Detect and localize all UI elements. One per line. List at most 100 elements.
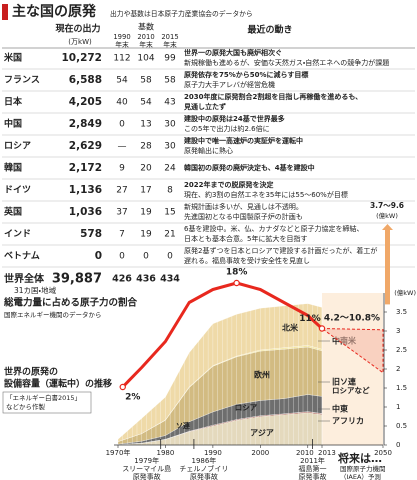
recent-move: 建設中の原発は24基で世界最多 bbox=[183, 114, 285, 123]
share-label: 18% bbox=[226, 268, 248, 278]
area-label: ソ連 bbox=[176, 421, 190, 430]
y-tick-label: 3.5 bbox=[396, 308, 407, 316]
recent-move: 遅れる。福島事故を受け安全性を見直し bbox=[184, 256, 310, 265]
total-count: 436 bbox=[136, 274, 156, 285]
output-value: 578 bbox=[80, 228, 102, 240]
recent-move: 原発2基ずつを日本とロシアで建設する計画だったが、着工が bbox=[184, 246, 377, 255]
x-tick-label: 1990 bbox=[204, 449, 222, 457]
y-tick-label: 0 bbox=[396, 441, 400, 449]
count-value: 7 bbox=[119, 230, 125, 240]
count-value: 37 bbox=[116, 208, 127, 218]
count-value: 17 bbox=[140, 186, 151, 196]
event-year: 1979年 bbox=[134, 456, 159, 465]
y-tick-label: 1.5 bbox=[396, 384, 407, 392]
series-label: 旧ソ連 bbox=[332, 377, 356, 387]
count-value: 8 bbox=[167, 186, 173, 196]
recent-move: 韓国初の原発の廃炉決定も、4基を建設中 bbox=[184, 163, 315, 172]
recent-move: 原子力大手アレバが経営危機 bbox=[184, 80, 275, 89]
page-subtitle: 出力や基数は日本原子力産業協会のデータから bbox=[110, 9, 253, 18]
country: ロシア bbox=[4, 141, 31, 152]
recent-move: 現在、約3割の自然エネを35年には55～60%が目標 bbox=[184, 190, 348, 199]
x-tick-label: 1980 bbox=[157, 449, 175, 457]
count-value: 24 bbox=[164, 164, 176, 174]
country: 米国 bbox=[3, 52, 22, 64]
x-tick-label: 2000 bbox=[251, 449, 269, 457]
year-header: 年末 bbox=[163, 40, 177, 49]
share-line bbox=[121, 281, 324, 389]
country: フランス bbox=[4, 75, 40, 86]
recent-move: 原発依存を75%から50%に減らす目標 bbox=[184, 70, 308, 79]
count-value: 99 bbox=[164, 54, 176, 64]
forecast-source: 国際原子力機関 bbox=[340, 464, 386, 473]
year-header: 1990 bbox=[113, 33, 130, 41]
series-label: ロシアなど bbox=[332, 385, 370, 395]
country: 韓国 bbox=[4, 162, 22, 174]
recent-move: この5年で出力は約2.6倍に bbox=[184, 124, 270, 133]
output-value: 2,629 bbox=[69, 140, 102, 152]
count-value: 0 bbox=[119, 120, 125, 130]
share-source: 国際エネルギー機関のデータから bbox=[4, 310, 102, 319]
y-tick-label: 3 bbox=[396, 327, 400, 335]
count-value: 28 bbox=[140, 142, 152, 152]
count-value: 40 bbox=[116, 98, 128, 108]
x-tick-label: 2010 bbox=[296, 449, 314, 457]
share-forecast-label: 4.2～10.8% bbox=[324, 314, 380, 324]
recent-move: 見通し立たず bbox=[183, 102, 226, 111]
count-value: 0 bbox=[143, 252, 149, 262]
series-label: 北米 bbox=[282, 323, 299, 333]
output-value: 1,036 bbox=[69, 206, 102, 218]
event-text: 福島第一 bbox=[299, 464, 327, 473]
count-value: 54 bbox=[140, 98, 152, 108]
recent-move: 建設中で唯一高速炉の実証炉を運転中 bbox=[183, 136, 303, 145]
year-header: 2015 bbox=[161, 33, 178, 41]
count-value: 43 bbox=[164, 98, 175, 108]
x-tick-label: 2050 bbox=[374, 449, 392, 457]
count-header: 基数 bbox=[138, 22, 154, 32]
capacity-arrowhead bbox=[382, 224, 393, 230]
chart-source: 「エネルギー白書2015」 bbox=[6, 393, 81, 402]
forecast-title: 将来は… bbox=[337, 451, 382, 465]
country: 日本 bbox=[4, 96, 23, 108]
recent-move: 2022年までの脱原発を決定 bbox=[184, 180, 273, 189]
capacity-forecast-unit: (億kW) bbox=[376, 211, 398, 220]
country: 中国 bbox=[4, 118, 22, 130]
area-label: ロシア bbox=[235, 403, 258, 412]
total-count: 434 bbox=[160, 274, 180, 285]
count-value: 0 bbox=[167, 252, 173, 262]
event-text: 原発事故 bbox=[133, 472, 161, 480]
count-value: 0 bbox=[119, 252, 125, 262]
event-text: 原発事故 bbox=[190, 472, 218, 480]
output-header: 現在の出力 bbox=[55, 23, 100, 35]
country: ベトナム bbox=[4, 251, 40, 262]
count-value: — bbox=[118, 142, 127, 152]
output-value: 0 bbox=[95, 250, 102, 262]
share-point bbox=[318, 325, 326, 332]
recent-move: 6基を建設中。米、仏、カナダなどと原子力協定を締結、 bbox=[184, 224, 363, 233]
future-zone bbox=[322, 293, 383, 445]
y-tick-label: 0.5 bbox=[396, 422, 407, 430]
count-value: 15 bbox=[164, 208, 175, 218]
count-value: 13 bbox=[140, 120, 151, 130]
country: インド bbox=[4, 229, 31, 240]
y-tick-label: 2.5 bbox=[396, 346, 407, 354]
title-mark bbox=[2, 4, 8, 20]
event-text: 原発事故 bbox=[299, 472, 327, 480]
moves-header: 最近の動き bbox=[247, 24, 292, 36]
share-forecast bbox=[320, 327, 384, 374]
event-year: 1986年 bbox=[191, 456, 216, 465]
output-value: 10,272 bbox=[61, 52, 102, 64]
series-label: アジア bbox=[250, 429, 274, 438]
share-point bbox=[119, 383, 126, 391]
count-value: 19 bbox=[140, 208, 152, 218]
year-header: 年末 bbox=[139, 40, 153, 49]
x-tick-label: 2013 bbox=[318, 449, 336, 457]
count-value: 30 bbox=[164, 120, 176, 130]
series-label: 欧州 bbox=[254, 370, 270, 380]
source-box bbox=[2, 391, 92, 414]
total-output: 39,887 bbox=[52, 272, 102, 287]
y-unit: (億kW) bbox=[394, 288, 416, 297]
country: ドイツ bbox=[4, 185, 31, 196]
count-value: 9 bbox=[119, 164, 125, 174]
share-point bbox=[233, 279, 240, 287]
